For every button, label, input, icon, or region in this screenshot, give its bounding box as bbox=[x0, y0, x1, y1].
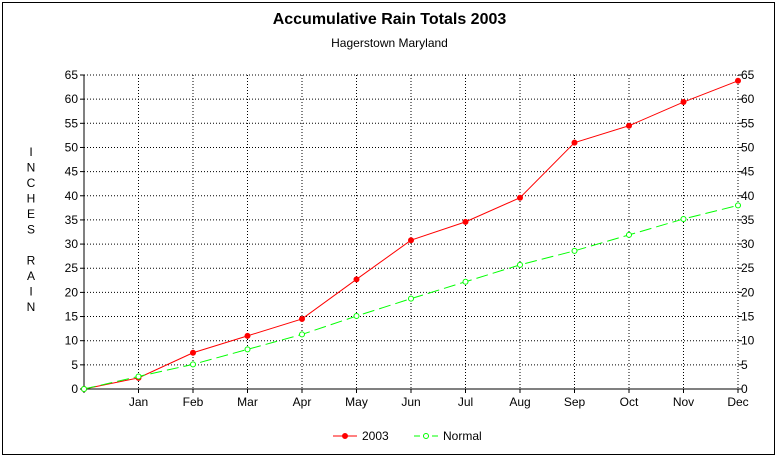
data-point-normal bbox=[244, 346, 251, 353]
data-point-2003 bbox=[571, 139, 578, 146]
y-tick-label: 55 bbox=[65, 116, 79, 130]
y-tick-label: 65 bbox=[65, 68, 79, 82]
data-point-2003 bbox=[244, 332, 251, 339]
x-tick-label: Feb bbox=[183, 395, 204, 409]
legend-marker-2003 bbox=[342, 433, 348, 439]
data-point-2003 bbox=[735, 77, 741, 84]
legend-label-normal: Normal bbox=[443, 429, 482, 443]
y-tick-label: 40 bbox=[65, 189, 79, 203]
y-tick-label-right: 45 bbox=[741, 165, 755, 179]
data-point-normal bbox=[517, 261, 523, 268]
data-point-normal bbox=[299, 331, 305, 338]
y-axis-label-char: E bbox=[27, 207, 35, 221]
y-axis-label-char: R bbox=[27, 254, 36, 268]
y-tick-label: 45 bbox=[65, 165, 79, 179]
y-axis-label-char: C bbox=[27, 176, 36, 190]
chart-title: Accumulative Rain Totals 2003 bbox=[272, 11, 507, 28]
y-tick-label-right: 5 bbox=[741, 358, 748, 372]
x-tick-label: Oct bbox=[620, 395, 639, 409]
y-tick-label-right: 20 bbox=[741, 285, 755, 299]
data-point-normal bbox=[462, 278, 469, 285]
y-tick-label: 15 bbox=[65, 310, 79, 324]
x-tick-label: May bbox=[345, 395, 368, 409]
x-tick-label: Jan bbox=[129, 395, 148, 409]
y-tick-label-right: 30 bbox=[741, 237, 755, 251]
y-axis-label-char: N bbox=[27, 161, 36, 175]
y-axis-label-char: S bbox=[27, 223, 35, 237]
y-tick-label-right: 60 bbox=[741, 92, 755, 106]
data-point-normal bbox=[190, 361, 196, 368]
y-axis-label-char: I bbox=[29, 145, 32, 159]
y-tick-label: 60 bbox=[65, 92, 79, 106]
y-tick-label-right: 65 bbox=[741, 68, 755, 82]
y-tick-label-right: 35 bbox=[741, 213, 755, 227]
data-point-2003 bbox=[190, 349, 196, 356]
x-tick-label: Jul bbox=[458, 395, 473, 409]
y-axis-label-char: H bbox=[27, 192, 36, 206]
y-tick-label-right: 40 bbox=[741, 189, 755, 203]
data-point-2003 bbox=[408, 237, 414, 244]
x-tick-label: Sep bbox=[564, 395, 586, 409]
x-tick-label: Dec bbox=[727, 395, 748, 409]
legend-marker-normal bbox=[423, 433, 429, 439]
y-tick-label: 5 bbox=[71, 358, 78, 372]
y-axis-label-char: I bbox=[29, 285, 32, 299]
y-tick-label: 0 bbox=[71, 382, 78, 396]
y-tick-label: 25 bbox=[65, 261, 79, 275]
x-tick-label: Mar bbox=[237, 395, 258, 409]
data-point-normal bbox=[81, 386, 87, 392]
y-tick-label: 30 bbox=[65, 237, 79, 251]
y-tick-label: 10 bbox=[65, 334, 79, 348]
y-tick-label: 35 bbox=[65, 213, 79, 227]
x-tick-label: Aug bbox=[509, 395, 530, 409]
x-tick-label: Nov bbox=[673, 395, 694, 409]
data-point-normal bbox=[353, 313, 360, 320]
data-point-normal bbox=[135, 373, 142, 380]
data-point-2003 bbox=[680, 99, 687, 106]
data-point-2003 bbox=[626, 122, 632, 129]
y-tick-label-right: 0 bbox=[741, 382, 748, 396]
x-tick-label: Apr bbox=[293, 395, 312, 409]
y-tick-label-right: 25 bbox=[741, 261, 755, 275]
y-tick-label-right: 50 bbox=[741, 140, 755, 154]
y-tick-label-right: 55 bbox=[741, 116, 755, 130]
data-point-normal bbox=[680, 215, 687, 222]
y-axis-label-char: A bbox=[27, 269, 35, 283]
data-point-normal bbox=[626, 231, 632, 238]
data-point-normal bbox=[408, 295, 414, 302]
x-tick-label: Jun bbox=[401, 395, 420, 409]
data-point-2003 bbox=[299, 315, 305, 322]
data-point-2003 bbox=[462, 218, 469, 225]
data-point-normal bbox=[735, 202, 741, 209]
chart-subtitle: Hagerstown Maryland bbox=[331, 36, 448, 50]
y-tick-label: 20 bbox=[65, 285, 79, 299]
y-tick-label-right: 10 bbox=[741, 334, 755, 348]
y-tick-label: 50 bbox=[65, 140, 79, 154]
data-point-2003 bbox=[517, 194, 523, 201]
y-tick-label-right: 15 bbox=[741, 310, 755, 324]
data-point-2003 bbox=[353, 276, 360, 283]
y-axis-label-char: N bbox=[27, 300, 36, 314]
data-point-normal bbox=[571, 247, 578, 254]
legend-label-2003: 2003 bbox=[362, 429, 389, 443]
